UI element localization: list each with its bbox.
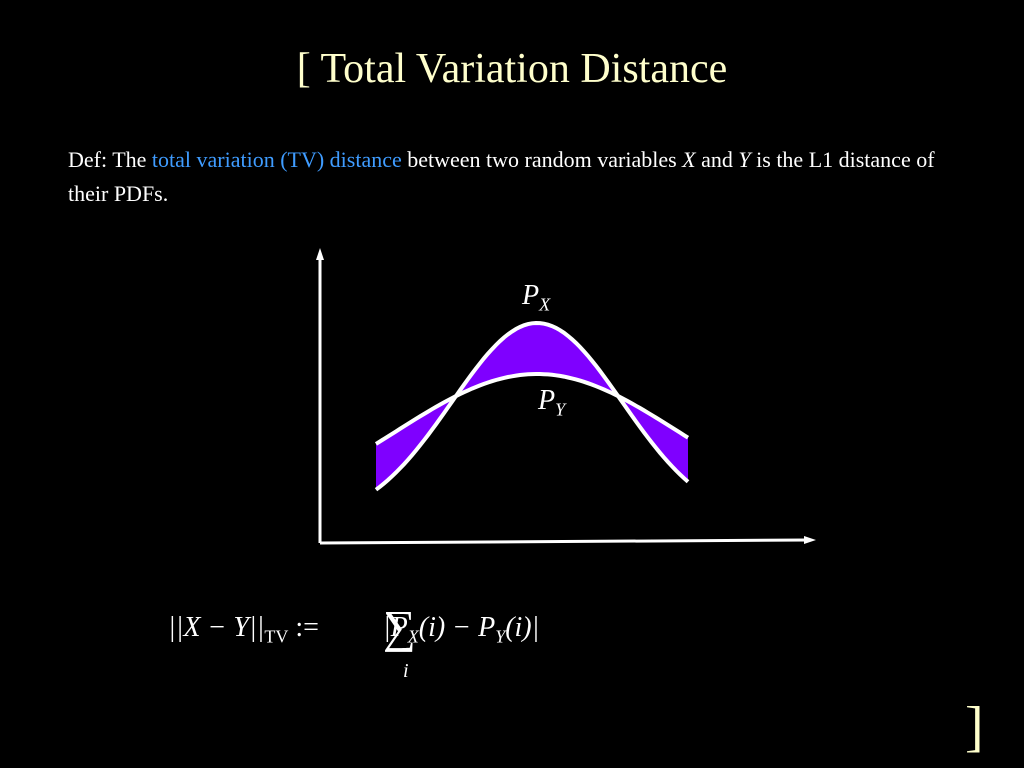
subscript: TV — [264, 626, 289, 647]
text: P — [538, 385, 556, 416]
arrow — [316, 248, 324, 260]
variable: Y — [738, 147, 751, 172]
curve-py — [374, 372, 690, 446]
subscript: Y — [555, 399, 566, 420]
text: := — [295, 612, 319, 643]
slide-title: [ Total Variation Distance — [296, 46, 728, 92]
subscript: X — [539, 294, 551, 315]
label-py: PY — [538, 385, 565, 421]
text: and — [695, 147, 739, 172]
sum-index: i — [403, 660, 409, 682]
text: (i)| — [505, 612, 540, 643]
text: Def: The — [68, 147, 152, 172]
label-px: PX — [522, 280, 550, 316]
formula: ||X − Y||TV := |PX(i) − PY(i)| — [168, 612, 539, 648]
sum-sign: ∑ — [383, 601, 416, 652]
difference-area — [376, 323, 688, 490]
text: P — [522, 280, 540, 311]
text: between two random variables — [401, 147, 683, 172]
text: ||X − Y|| — [168, 612, 265, 643]
x-axis — [319, 538, 809, 545]
subscript: X — [407, 626, 419, 647]
text: |P — [382, 612, 408, 643]
close-bracket: ] — [965, 696, 984, 758]
text: is the L1 distance of their PDFs. — [68, 147, 935, 206]
term: total variation (TV) distance — [151, 147, 402, 172]
definition: Def: The total variation (TV) distance b… — [68, 143, 968, 211]
arrow — [804, 536, 816, 544]
variable: X — [682, 147, 696, 172]
text: (i) − P — [418, 612, 496, 643]
curve-px — [374, 320, 690, 492]
subscript: Y — [495, 626, 506, 647]
